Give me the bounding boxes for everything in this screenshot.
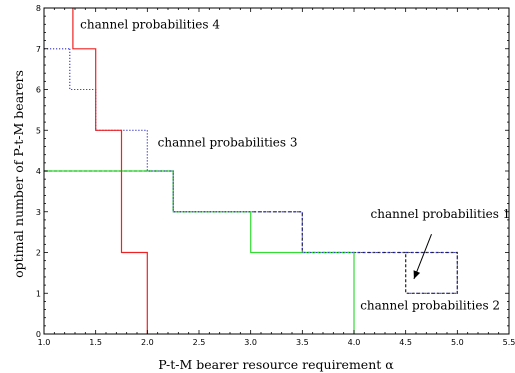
y-tick-label: 5 [36,126,41,135]
tick-labels: 1.0 1.5 2.0 2.5 3.0 3.5 4.0 4.5 5.0 5.5 0 1 2 3 4 5 6 7 8 [36,4,515,347]
x-tick-label: 5.0 [451,338,464,347]
axis-ticks [43,7,510,335]
x-tick-label: 1.5 [89,338,102,347]
x-tick-label: 2.0 [141,338,154,347]
y-tick-label: 3 [36,208,41,217]
x-tick-label: 5.5 [503,338,515,347]
plot-lines [44,8,458,334]
annotations: channel probabilities 4 channel probabili… [80,17,510,312]
x-tick-label: 3.5 [296,338,309,347]
y-tick-label: 0 [36,330,41,339]
series-line-4 [72,8,148,334]
x-tick-label: 2.5 [193,338,206,347]
annotation-label-4: channel probabilities 2 [360,299,500,313]
x-axis-label: P-t-M bearer resource requirement α [158,357,394,372]
y-tick-label: 1 [36,289,41,298]
y-tick-label: 7 [36,45,41,54]
x-tick-label: 4.5 [399,338,412,347]
annotation-arrowhead [413,270,421,279]
x-tick-label: 3.0 [244,338,257,347]
annotation-arrow [413,233,432,280]
y-tick-label: 6 [36,86,41,95]
y-axis-label: optimal number of P-t-M bearers [11,70,26,278]
y-tick-label: 8 [36,4,41,13]
x-tick-label: 1.0 [38,338,51,347]
annotation-label-1: channel probabilities 4 [80,17,220,31]
annotation-label-2: channel probabilities 3 [158,136,298,150]
y-tick-label: 2 [36,249,41,258]
annotation-label-3: channel probabilities 1 [371,207,511,221]
x-tick-label: 4.0 [348,338,361,347]
y-tick-label: 4 [36,167,41,176]
